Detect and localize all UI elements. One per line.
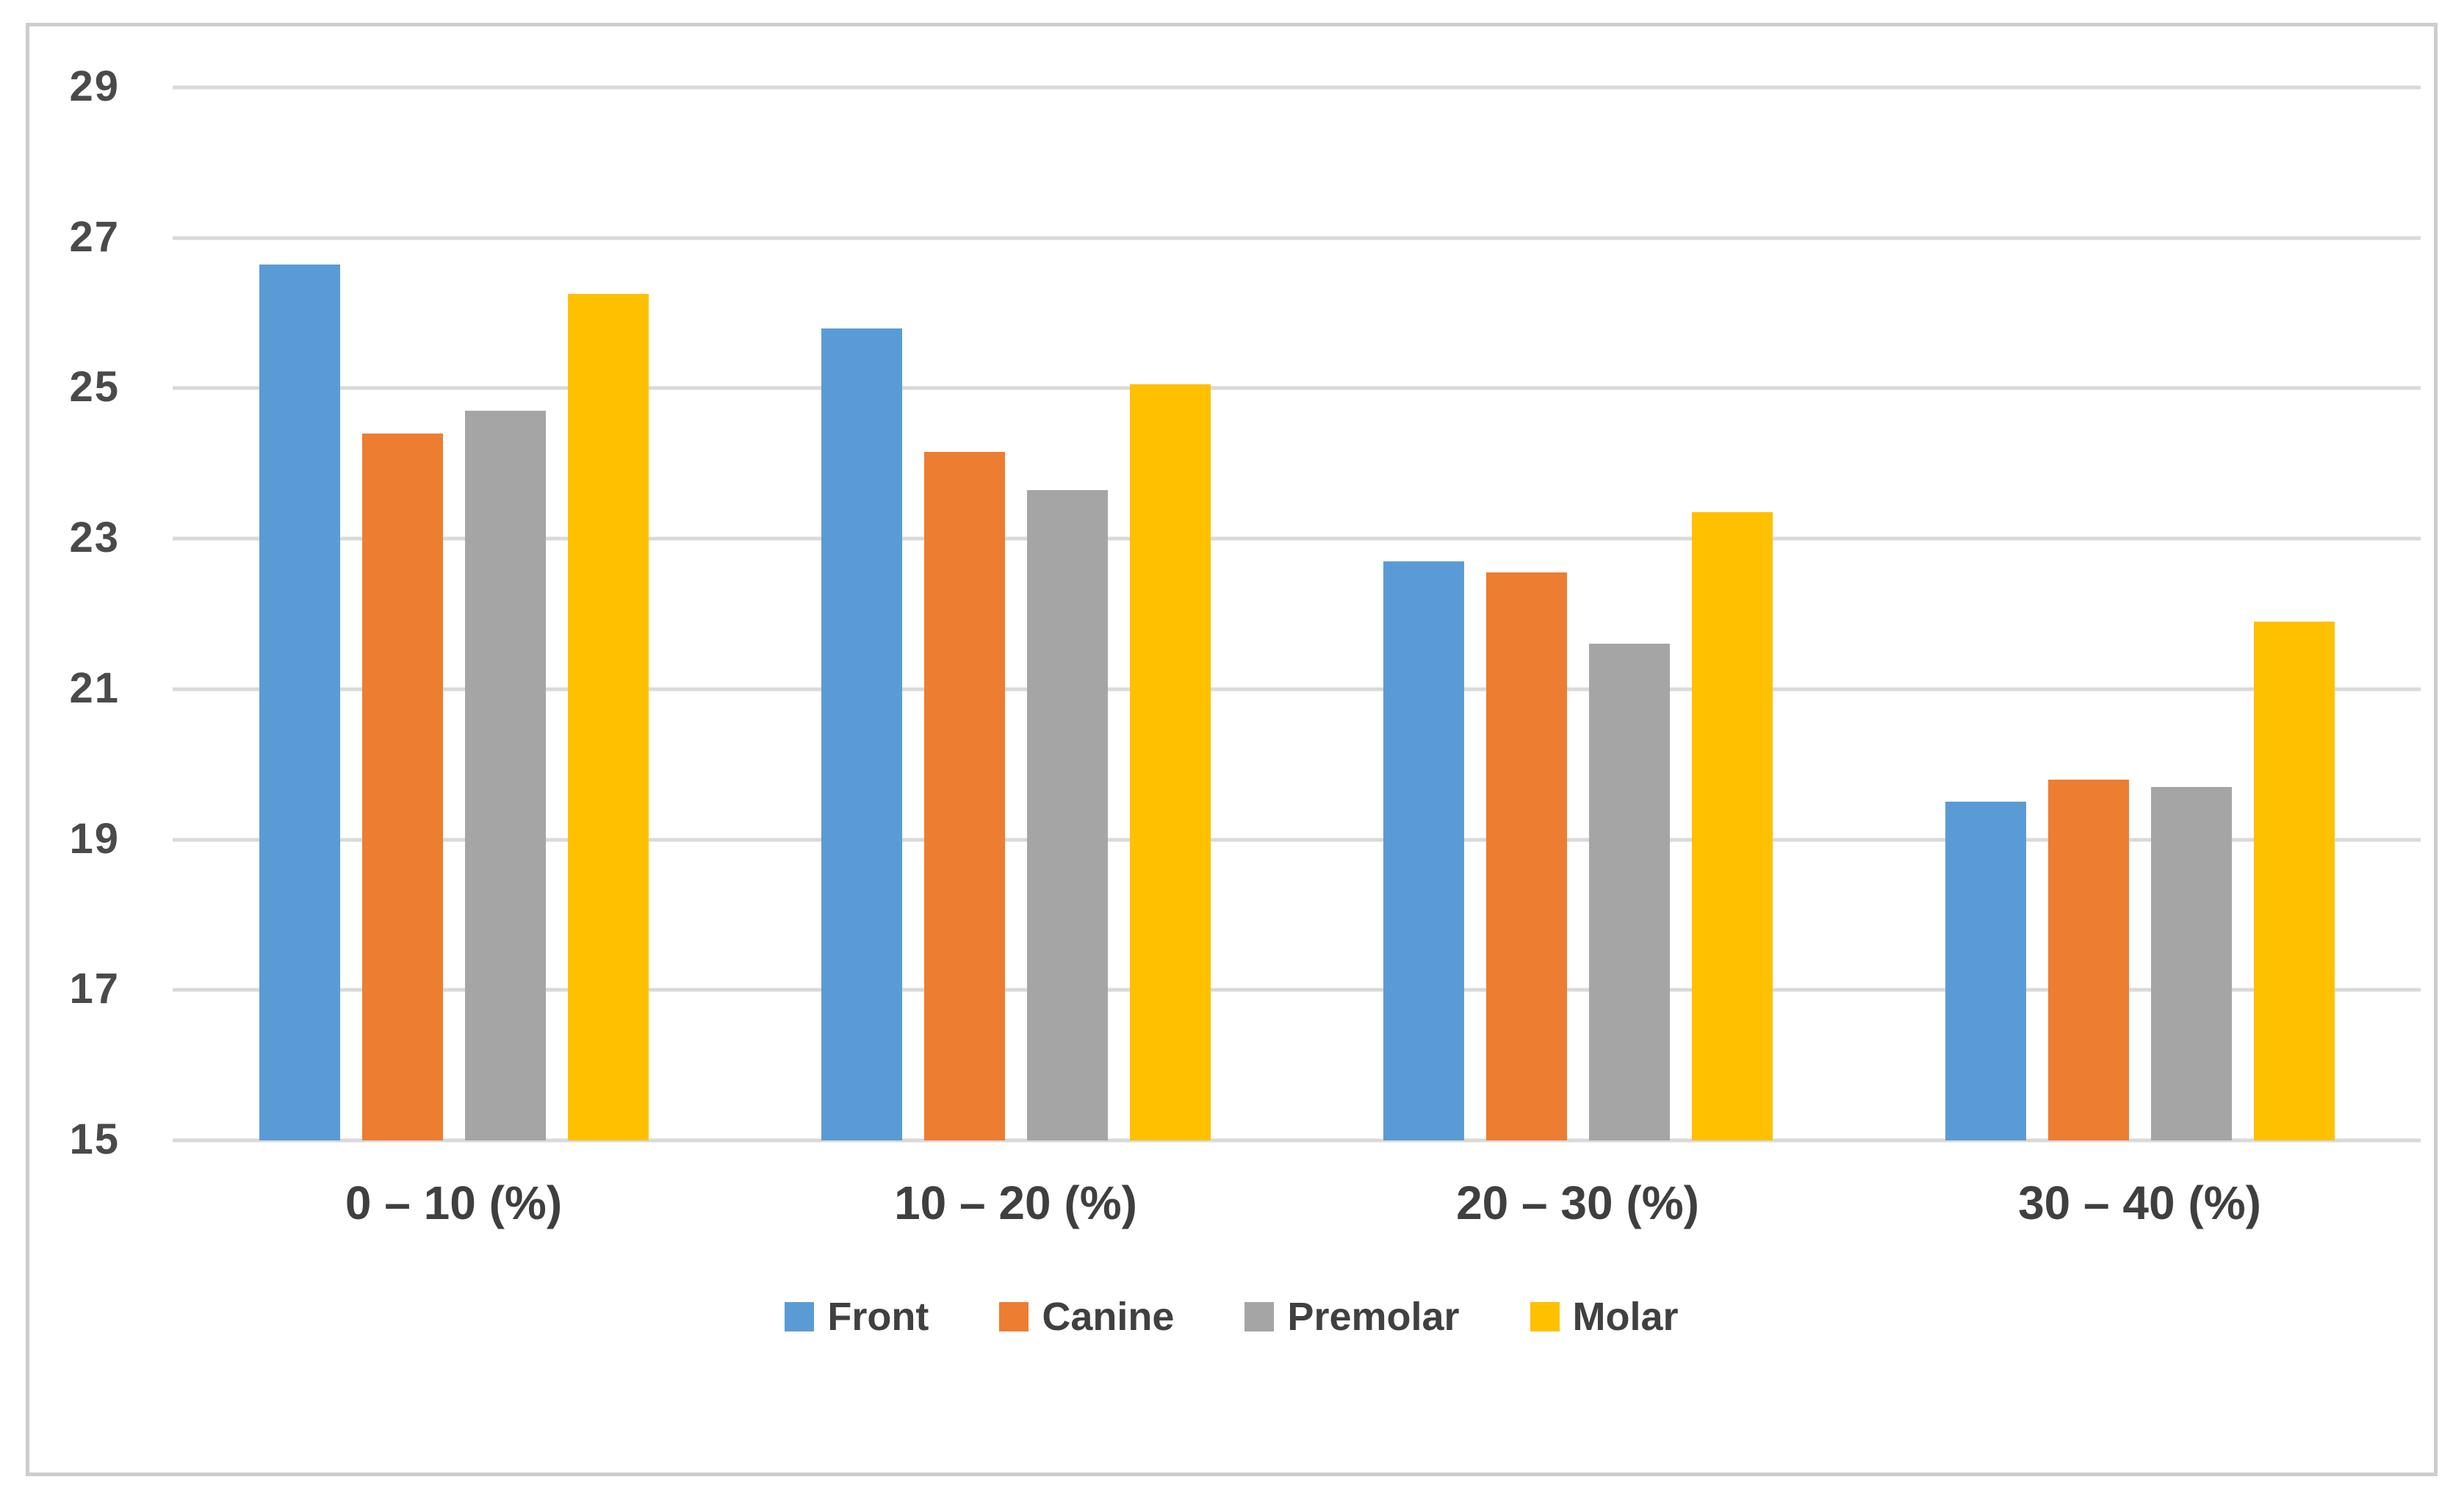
bar-group bbox=[1859, 87, 2421, 1140]
bar-molar bbox=[2253, 621, 2335, 1140]
gridline bbox=[173, 85, 2421, 90]
x-category-label: 30 – 40 (%) bbox=[2018, 1176, 2261, 1229]
legend-item-molar: Molar bbox=[1530, 1294, 1679, 1340]
y-tick-label: 15 bbox=[69, 1115, 120, 1164]
bar-front bbox=[821, 328, 902, 1140]
bar-front bbox=[1383, 561, 1464, 1140]
bar-canine bbox=[361, 433, 443, 1140]
legend-label: Front bbox=[827, 1295, 929, 1339]
bar-premolar bbox=[464, 411, 546, 1140]
legend-marker-canine bbox=[999, 1302, 1029, 1331]
y-tick-label: 19 bbox=[69, 814, 120, 863]
bar-molar bbox=[1129, 384, 1211, 1140]
bar-group bbox=[735, 87, 1297, 1140]
gridline bbox=[173, 838, 2421, 842]
bar-groups bbox=[173, 87, 2421, 1140]
legend-label: Molar bbox=[1572, 1295, 1679, 1339]
bar-front bbox=[1945, 802, 2026, 1140]
legend-item-front: Front bbox=[785, 1294, 929, 1340]
gridline bbox=[173, 386, 2421, 390]
plot-area bbox=[173, 85, 2421, 1143]
chart-frame: 29 27 25 23 21 19 17 15 0 – 10 (%) 10 – 20 (%) 20… bbox=[26, 23, 2438, 1476]
y-axis: 29 27 25 23 21 19 17 15 bbox=[29, 62, 120, 1163]
bar-group bbox=[173, 87, 735, 1140]
x-axis: 0 – 10 (%) 10 – 20 (%) 20 – 30 (%) 30 – 40 … bbox=[173, 1162, 2421, 1243]
bar-canine bbox=[923, 452, 1005, 1140]
legend-marker-front bbox=[785, 1302, 815, 1331]
bar-molar bbox=[567, 294, 649, 1140]
bar-premolar bbox=[1588, 644, 1670, 1140]
legend-label: Canine bbox=[1042, 1295, 1175, 1339]
legend-marker-premolar bbox=[1244, 1302, 1275, 1331]
gridline bbox=[173, 1138, 2421, 1143]
bar-front bbox=[259, 264, 340, 1140]
legend-item-premolar: Premolar bbox=[1244, 1294, 1460, 1340]
bar-group bbox=[1297, 87, 1859, 1140]
legend-marker-molar bbox=[1530, 1302, 1560, 1331]
gridline bbox=[173, 687, 2421, 691]
bar-canine bbox=[2047, 779, 2129, 1140]
gridline bbox=[173, 536, 2421, 541]
y-tick-label: 27 bbox=[69, 212, 120, 261]
legend: Front Canine Premolar Molar bbox=[29, 1280, 2434, 1354]
y-tick-label: 23 bbox=[69, 514, 120, 562]
y-tick-label: 25 bbox=[69, 363, 120, 411]
y-tick-label: 21 bbox=[69, 664, 120, 713]
y-tick-label: 17 bbox=[69, 965, 120, 1013]
gridline bbox=[173, 236, 2421, 240]
y-tick-label: 29 bbox=[69, 62, 120, 111]
legend-label: Premolar bbox=[1287, 1295, 1460, 1339]
x-category-label: 0 – 10 (%) bbox=[345, 1176, 563, 1229]
gridline bbox=[173, 988, 2421, 992]
bar-premolar bbox=[2150, 786, 2232, 1140]
legend-item-canine: Canine bbox=[999, 1294, 1174, 1340]
x-category-label: 20 – 30 (%) bbox=[1456, 1176, 1699, 1229]
bar-molar bbox=[1691, 512, 1773, 1140]
bar-canine bbox=[1485, 572, 1567, 1140]
bar-premolar bbox=[1026, 489, 1108, 1140]
x-category-label: 10 – 20 (%) bbox=[894, 1176, 1137, 1229]
